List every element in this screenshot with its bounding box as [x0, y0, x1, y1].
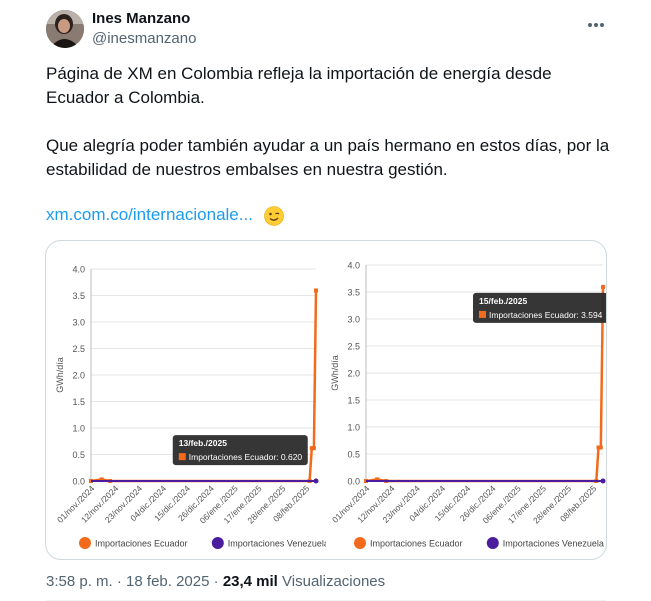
- tweet-paragraph-2: Que alegría poder también ayudar a un pa…: [46, 136, 610, 179]
- y-tick-label: 3.0: [347, 315, 360, 325]
- data-point: [375, 477, 380, 482]
- tooltip-swatch: [178, 453, 186, 461]
- author-name[interactable]: Ines Manzano: [92, 10, 191, 27]
- meta-separator-2: ·: [213, 573, 219, 590]
- y-axis-label: GWh/día: [330, 355, 340, 391]
- tooltip-box: [473, 292, 606, 323]
- tweet-text: Página de XM en Colombia refleja la impo…: [46, 62, 616, 182]
- tooltip-swatch: [479, 310, 486, 318]
- data-point: [596, 445, 601, 450]
- legend-label: Importaciones Venezuela: [503, 539, 604, 549]
- legend-marker: [211, 537, 224, 549]
- more-options-icon[interactable]: [587, 12, 605, 33]
- y-tick-label: 0.0: [347, 477, 360, 487]
- tweet-date[interactable]: 18 feb. 2025: [126, 573, 210, 590]
- tweet-time[interactable]: 3:58 p. m.: [46, 573, 113, 590]
- data-point: [601, 284, 605, 289]
- data-point: [313, 478, 319, 484]
- data-point: [598, 445, 603, 450]
- data-point: [309, 446, 314, 451]
- tweet-paragraph-1: Página de XM en Colombia refleja la impo…: [46, 64, 552, 107]
- y-tick-label: 2.5: [347, 342, 360, 352]
- y-axis-label: GWh/día: [55, 357, 65, 393]
- y-tick-label: 0.5: [72, 450, 85, 460]
- legend-label: Importaciones Ecuador: [370, 539, 463, 549]
- tooltip-box: [172, 435, 308, 466]
- y-tick-label: 4.0: [347, 261, 360, 271]
- legend-label: Importaciones Venezuela: [228, 539, 326, 549]
- legend-marker: [354, 537, 366, 549]
- y-tick-label: 3.0: [72, 318, 85, 328]
- y-tick-label: 0.0: [72, 477, 85, 487]
- tooltip-value: Importaciones Ecuador: 0.620: [189, 452, 303, 462]
- y-tick-label: 1.5: [72, 397, 85, 407]
- legend-label: Importaciones Ecuador: [95, 539, 188, 549]
- y-tick-label: 3.5: [72, 291, 85, 301]
- author-handle[interactable]: @inesmanzano: [92, 30, 197, 47]
- y-tick-label: 2.0: [72, 371, 85, 381]
- y-tick-label: 1.0: [72, 424, 85, 434]
- data-point: [99, 477, 104, 482]
- legend-marker: [486, 537, 499, 549]
- chart-right: 0.00.51.01.52.02.53.03.54.0GWh/día01/nov…: [330, 261, 606, 549]
- views-count: 23,4 mil: [222, 573, 278, 590]
- tooltip-value: Importaciones Ecuador: 3.594: [489, 310, 603, 320]
- y-tick-label: 2.0: [347, 369, 360, 379]
- tweet-link[interactable]: xm.com.co/internacionale...: [46, 205, 253, 224]
- chart-left: 0.00.51.01.52.02.53.03.54.0GWh/día01/nov…: [55, 265, 326, 549]
- winking-face-emoji-icon: [264, 206, 284, 226]
- data-point: [311, 446, 316, 451]
- y-tick-label: 3.5: [347, 288, 360, 298]
- legend-marker: [79, 537, 91, 549]
- media-card[interactable]: 0.0 0.5 1.0 1.5 2.0 2.5 3.0 3.5 4.0 GWh/día 01/nov…: [45, 240, 607, 560]
- y-tick-label: 0.5: [347, 450, 360, 460]
- y-tick-label: 2.5: [72, 344, 85, 354]
- views-label: Visualizaciones: [282, 573, 386, 590]
- tooltip-date: 15/feb./2025: [479, 296, 527, 306]
- avatar[interactable]: [46, 10, 84, 48]
- y-tick-label: 1.0: [347, 423, 360, 433]
- data-point: [314, 288, 318, 293]
- data-point: [600, 478, 606, 484]
- y-tick-label: 4.0: [72, 265, 85, 275]
- y-tick-label: 1.5: [347, 396, 360, 406]
- tooltip-date: 13/feb./2025: [179, 438, 227, 448]
- tweet-meta: 3:58 p. m. · 18 feb. 2025 · 23,4 mil Vis…: [46, 573, 385, 590]
- meta-separator: ·: [116, 573, 122, 590]
